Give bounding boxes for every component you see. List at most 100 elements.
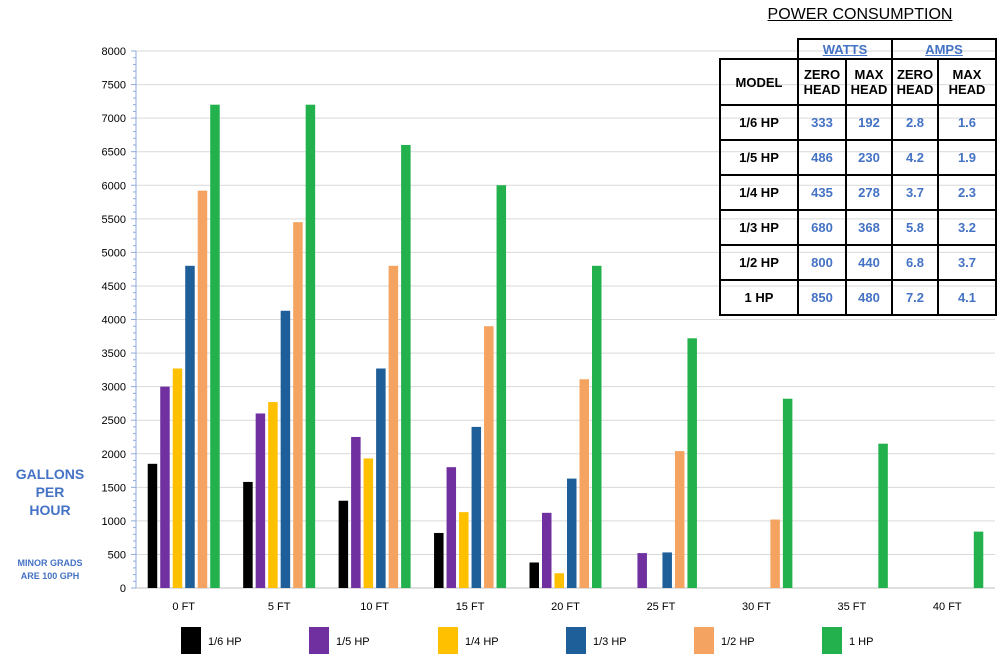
table-row: 1/4 HP 435 278 3.7 2.3 xyxy=(719,174,997,211)
bar-1-2-hp xyxy=(293,222,303,588)
model-cell: 1/5 HP xyxy=(719,139,799,176)
watts-max-head-header: MAX HEAD xyxy=(845,58,893,106)
y-tick-label: 3500 xyxy=(102,348,126,360)
value-cell: 278 xyxy=(845,174,893,211)
y-tick-label: 1500 xyxy=(102,482,126,494)
model-cell: 1/4 HP xyxy=(719,174,799,211)
bar-1-5-hp xyxy=(160,386,170,588)
table-row: 1/3 HP 680 368 5.8 3.2 xyxy=(719,209,997,246)
value-cell: 7.2 xyxy=(891,279,939,316)
bar-1-hp xyxy=(210,104,220,588)
table-row: 1/5 HP 486 230 4.2 1.9 xyxy=(719,139,997,176)
value-cell: 480 xyxy=(845,279,893,316)
amps-zero-head-header: ZERO HEAD xyxy=(891,58,939,106)
value-cell: 1.9 xyxy=(937,139,997,176)
x-tick-label: 5 FT xyxy=(268,601,291,613)
value-cell: 192 xyxy=(845,104,893,141)
legend-label: 1/3 HP xyxy=(593,636,627,648)
y-tick-label: 2000 xyxy=(102,449,126,461)
legend-label: 1/6 HP xyxy=(208,636,242,648)
y-tick-label: 6000 xyxy=(102,180,126,192)
legend-swatch xyxy=(438,627,458,654)
y-tick-label: 500 xyxy=(108,549,126,561)
value-cell: 3.7 xyxy=(937,244,997,281)
value-cell: 3.2 xyxy=(937,209,997,246)
bar-1-hp xyxy=(973,531,984,588)
x-tick-label: 15 FT xyxy=(456,601,485,613)
model-cell: 1 HP xyxy=(719,279,799,316)
bar-1-5-hp xyxy=(255,413,266,588)
model-cell: 1/2 HP xyxy=(719,244,799,281)
value-cell: 435 xyxy=(797,174,847,211)
y-tick-label: 4000 xyxy=(102,315,126,327)
y-axis-label-line: PER xyxy=(35,484,65,500)
x-tick-label: 25 FT xyxy=(647,601,676,613)
bar-1-2-hp xyxy=(770,519,780,588)
bar-1-6-hp xyxy=(529,562,539,588)
value-cell: 440 xyxy=(845,244,893,281)
bar-1-5-hp xyxy=(542,512,552,588)
power-table-title: POWER CONSUMPTION xyxy=(767,6,953,23)
bar-1-hp xyxy=(496,185,507,588)
watts-zero-head-header: ZERO HEAD xyxy=(797,58,847,106)
value-cell: 2.8 xyxy=(891,104,939,141)
bar-1-5-hp xyxy=(446,467,457,588)
model-column-header: MODEL xyxy=(719,58,799,106)
bar-1-hp xyxy=(592,265,602,588)
y-tick-label: 5000 xyxy=(102,247,126,259)
bar-1-4-hp xyxy=(363,458,374,588)
value-cell: 368 xyxy=(845,209,893,246)
power-consumption-table: WATTS AMPS MODEL ZERO HEAD MAX HEAD ZERO… xyxy=(719,38,997,316)
legend-label: 1/2 HP xyxy=(721,636,755,648)
watts-group-header: WATTS xyxy=(797,38,893,60)
bar-1-6-hp xyxy=(243,481,253,588)
bar-1-4-hp xyxy=(172,368,183,588)
value-cell: 3.7 xyxy=(891,174,939,211)
value-cell: 2.3 xyxy=(937,174,997,211)
model-cell: 1/6 HP xyxy=(719,104,799,141)
x-tick-label: 10 FT xyxy=(360,601,389,613)
x-tick-label: 40 FT xyxy=(933,601,962,613)
y-tick-label: 4500 xyxy=(102,281,126,293)
bar-1-3-hp xyxy=(185,265,195,588)
bar-1-3-hp xyxy=(471,426,482,588)
value-cell: 230 xyxy=(845,139,893,176)
value-cell: 333 xyxy=(797,104,847,141)
table-row: 1/6 HP 333 192 2.8 1.6 xyxy=(719,104,997,141)
y-tick-label: 7000 xyxy=(102,113,126,125)
value-cell: 5.8 xyxy=(891,209,939,246)
y-tick-label: 0 xyxy=(120,583,126,595)
bar-1-2-hp xyxy=(674,451,685,588)
value-cell: 6.8 xyxy=(891,244,939,281)
x-tick-label: 0 FT xyxy=(172,601,195,613)
bar-1-3-hp xyxy=(567,478,577,588)
y-tick-label: 3000 xyxy=(102,382,126,394)
x-tick-label: 35 FT xyxy=(837,601,866,613)
y-axis-label-line: GALLONS xyxy=(15,466,85,482)
table-row: 1/2 HP 800 440 6.8 3.7 xyxy=(719,244,997,281)
bar-1-5-hp xyxy=(637,553,647,588)
bar-1-4-hp xyxy=(268,402,278,588)
value-cell: 800 xyxy=(797,244,847,281)
value-cell: 1.6 xyxy=(937,104,997,141)
x-tick-label: 20 FT xyxy=(551,601,580,613)
bar-1-6-hp xyxy=(147,463,158,588)
y-tick-label: 8000 xyxy=(102,46,126,58)
legend-swatch xyxy=(694,627,714,654)
amps-group-header: AMPS xyxy=(891,38,997,60)
model-cell: 1/3 HP xyxy=(719,209,799,246)
bar-1-hp xyxy=(782,398,793,588)
bar-1-5-hp xyxy=(351,436,361,588)
value-cell: 4.2 xyxy=(891,139,939,176)
minor-grads-note: MINOR GRADS ARE 100 GPH xyxy=(0,557,100,583)
legend-label: 1/4 HP xyxy=(465,636,499,648)
bar-1-6-hp xyxy=(434,532,444,588)
bar-1-2-hp xyxy=(197,190,208,588)
bar-1-hp xyxy=(687,338,697,588)
legend-swatch xyxy=(181,627,201,654)
bar-1-2-hp xyxy=(388,265,399,588)
value-cell: 850 xyxy=(797,279,847,316)
legend-label: 1/5 HP xyxy=(336,636,370,648)
bar-1-6-hp xyxy=(338,500,349,588)
